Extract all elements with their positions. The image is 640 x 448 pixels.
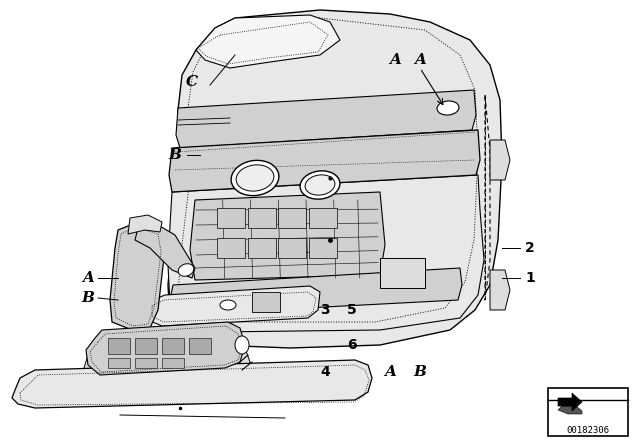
Polygon shape — [128, 215, 162, 234]
Bar — [548, 388, 628, 436]
Ellipse shape — [220, 300, 236, 310]
Ellipse shape — [178, 264, 194, 276]
Polygon shape — [84, 340, 250, 388]
Bar — [189, 338, 211, 354]
Polygon shape — [170, 268, 462, 315]
Text: 2: 2 — [525, 241, 535, 255]
Polygon shape — [135, 225, 195, 278]
Bar — [108, 338, 130, 354]
Bar — [252, 292, 280, 312]
Bar — [135, 358, 157, 368]
Polygon shape — [558, 406, 582, 414]
Bar — [217, 238, 245, 258]
Polygon shape — [12, 360, 372, 408]
Bar — [108, 358, 130, 368]
Bar — [248, 238, 276, 258]
Bar — [217, 208, 245, 228]
Text: A: A — [414, 53, 426, 67]
Polygon shape — [176, 90, 476, 148]
Polygon shape — [558, 393, 582, 411]
Bar — [278, 208, 306, 228]
Ellipse shape — [305, 175, 335, 195]
Text: B: B — [81, 291, 95, 305]
Polygon shape — [110, 222, 165, 330]
Polygon shape — [196, 15, 340, 68]
Text: A: A — [389, 53, 401, 67]
Bar — [380, 258, 425, 288]
Polygon shape — [490, 140, 510, 180]
Text: A: A — [82, 271, 94, 285]
Bar — [135, 338, 157, 354]
Ellipse shape — [300, 171, 340, 199]
Text: B: B — [168, 148, 181, 162]
Bar — [248, 208, 276, 228]
Text: C: C — [186, 75, 198, 89]
Bar — [162, 358, 184, 368]
Polygon shape — [490, 270, 510, 310]
Polygon shape — [168, 175, 484, 332]
Polygon shape — [148, 286, 320, 326]
Text: A: A — [384, 365, 396, 379]
Ellipse shape — [235, 336, 249, 354]
Polygon shape — [168, 10, 502, 348]
Text: 4: 4 — [320, 365, 330, 379]
Text: 00182306: 00182306 — [566, 426, 609, 435]
Bar — [309, 238, 337, 258]
Bar — [278, 238, 306, 258]
Bar — [309, 208, 337, 228]
Bar — [162, 338, 184, 354]
Ellipse shape — [231, 160, 279, 196]
Ellipse shape — [236, 165, 274, 191]
Text: 5: 5 — [347, 303, 357, 317]
Polygon shape — [190, 192, 385, 280]
Polygon shape — [86, 322, 245, 375]
Text: 3: 3 — [320, 303, 330, 317]
Text: 6: 6 — [347, 338, 357, 352]
Ellipse shape — [437, 101, 459, 115]
Polygon shape — [169, 130, 480, 192]
Text: B: B — [413, 365, 426, 379]
Text: 1: 1 — [525, 271, 535, 285]
